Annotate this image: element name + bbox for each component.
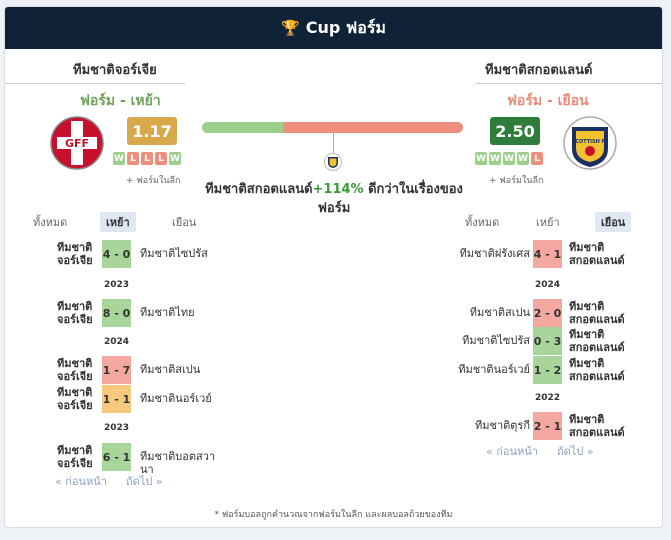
away-match-score: 1 - 2 bbox=[533, 356, 562, 384]
home-match-row[interactable]: ทีมชาติจอร์เจีย 6 - 1 ทีมชาติบอตสวานา bbox=[5, 443, 245, 476]
home-year-separator: 2023 bbox=[103, 423, 130, 433]
card-header: 🏆 Cup ฟอร์ม bbox=[5, 7, 662, 49]
home-year-separator: 2023 bbox=[103, 280, 130, 290]
away-match-row[interactable]: ทีมชาตินอร์เวย์ 1 - 2 ทีมชาติสกอตแลนด์ bbox=[425, 356, 662, 384]
home-match-row[interactable]: ทีมชาติจอร์เจีย 4 - 0 ทีมชาติไซปรัส bbox=[5, 240, 245, 268]
away-form-chip: W bbox=[475, 152, 487, 165]
away-match-score: 2 - 0 bbox=[533, 299, 562, 327]
scotland-logo: SCOTTISH FA bbox=[563, 116, 617, 170]
home-match-team: ทีมชาติจอร์เจีย bbox=[57, 386, 93, 412]
summary-percentage: +114% bbox=[312, 182, 364, 197]
away-match-score: 0 - 3 bbox=[533, 327, 562, 355]
home-match-opponent: ทีมชาติไซปรัส bbox=[140, 247, 208, 260]
away-match-row[interactable]: ทีมชาติไซปรัส 0 - 3 ทีมชาติสกอตแลนด์ bbox=[425, 327, 662, 355]
home-year-separator: 2024 bbox=[103, 337, 130, 347]
away-match-row[interactable]: ทีมชาติฝรั่งเศส 4 - 1 ทีมชาติสกอตแลนด์ bbox=[425, 240, 662, 268]
home-form-chip: L bbox=[141, 152, 153, 165]
home-form-title: ฟอร์ม - เหย้า bbox=[80, 93, 161, 109]
away-match-team: ทีมชาติสกอตแลนด์ bbox=[569, 357, 625, 383]
form-card: 🏆 Cup ฟอร์ม ทีมชาติจอร์เจีย ทีมชาติสกอตแ… bbox=[4, 6, 663, 528]
away-match-opponent: ทีมชาติไซปรัส bbox=[462, 334, 530, 347]
away-prev-page[interactable]: « ก่อนหน้า bbox=[486, 445, 538, 458]
form-comparison-bar bbox=[202, 122, 463, 133]
away-match-opponent: ทีมชาติสเปน bbox=[469, 306, 530, 319]
home-next-page[interactable]: ถัดไป » bbox=[126, 475, 163, 488]
away-match-opponent: ทีมชาติฝรั่งเศส bbox=[459, 247, 530, 260]
away-form-chip: W bbox=[503, 152, 515, 165]
home-form-chip: L bbox=[155, 152, 167, 165]
home-team-name: ทีมชาติจอร์เจีย bbox=[73, 63, 157, 78]
home-match-opponent: ทีมชาติสเปน bbox=[140, 363, 201, 376]
away-match-opponent: ทีมชาตินอร์เวย์ bbox=[458, 363, 530, 376]
card-title: Cup ฟอร์ม bbox=[305, 17, 386, 37]
home-match-score: 8 - 0 bbox=[102, 299, 131, 327]
home-match-opponent: ทีมชาตินอร์เวย์ bbox=[140, 392, 212, 405]
away-title-underline bbox=[475, 83, 662, 84]
scotland-small-logo bbox=[324, 153, 342, 171]
away-filter-away[interactable]: เยือน bbox=[595, 212, 632, 232]
away-match-team: ทีมชาติสกอตแลนด์ bbox=[569, 413, 625, 439]
home-match-team: ทีมชาติจอร์เจีย bbox=[57, 357, 93, 383]
home-match-opponent: ทีมชาติไทย bbox=[140, 306, 195, 319]
home-league-form-note[interactable]: + ฟอร์มในลีก bbox=[126, 176, 181, 186]
home-form-chip: W bbox=[169, 152, 181, 165]
away-team-name: ทีมชาติสกอตแลนด์ bbox=[485, 63, 593, 78]
away-match-score: 4 - 1 bbox=[533, 240, 562, 268]
home-match-row[interactable]: ทีมชาติจอร์เจีย 1 - 7 ทีมชาติสเปน bbox=[5, 356, 245, 384]
home-match-score: 4 - 0 bbox=[102, 240, 131, 268]
georgia-logo: GFF bbox=[50, 116, 104, 170]
away-form-chip: W bbox=[517, 152, 529, 165]
home-match-score: 1 - 1 bbox=[102, 385, 131, 413]
away-match-team: ทีมชาติสกอตแลนด์ bbox=[569, 328, 625, 354]
away-filter-home[interactable]: เหย้า bbox=[536, 216, 560, 229]
away-league-form-note[interactable]: + ฟอร์มในลีก bbox=[489, 176, 544, 186]
trophy-icon: 🏆 bbox=[281, 19, 300, 37]
home-form-chip: L bbox=[127, 152, 139, 165]
away-form-title: ฟอร์ม - เยือน bbox=[507, 93, 589, 109]
home-match-row[interactable]: ทีมชาติจอร์เจีย 1 - 1 ทีมชาตินอร์เวย์ bbox=[5, 385, 245, 413]
home-match-team: ทีมชาติจอร์เจีย bbox=[57, 241, 93, 267]
summary-text: ดีกว่าในเรื่องของฟอร์ม bbox=[317, 182, 463, 216]
away-match-score: 2 - 1 bbox=[533, 412, 562, 440]
away-filter-all[interactable]: ทั้งหมด bbox=[465, 216, 500, 229]
comparison-marker bbox=[333, 133, 334, 155]
home-filter-all[interactable]: ทั้งหมด bbox=[33, 216, 68, 229]
away-rating: 2.50 bbox=[490, 117, 540, 145]
away-match-team: ทีมชาติสกอตแลนด์ bbox=[569, 300, 625, 326]
home-prev-page[interactable]: « ก่อนหน้า bbox=[55, 475, 107, 488]
away-match-opponent: ทีมชาติตุรกี bbox=[475, 419, 530, 432]
away-match-row[interactable]: ทีมชาติสเปน 2 - 0 ทีมชาติสกอตแลนด์ bbox=[425, 299, 662, 327]
home-match-score: 1 - 7 bbox=[102, 356, 131, 384]
home-match-row[interactable]: ทีมชาติจอร์เจีย 8 - 0 ทีมชาติไทย bbox=[5, 299, 245, 327]
away-form-chip: W bbox=[489, 152, 501, 165]
home-form-share bbox=[202, 122, 283, 133]
away-form-chip: L bbox=[531, 152, 543, 165]
home-match-score: 6 - 1 bbox=[102, 443, 131, 471]
scotland-logo-text: SCOTTISH FA bbox=[572, 139, 609, 145]
away-year-separator: 2024 bbox=[534, 280, 561, 290]
home-form-chip: W bbox=[113, 152, 125, 165]
form-summary: ทีมชาติสกอตแลนด์+114% ดีกว่าในเรื่องของฟ… bbox=[195, 180, 473, 218]
home-match-team: ทีมชาติจอร์เจีย bbox=[57, 444, 93, 470]
home-filter-home[interactable]: เหย้า bbox=[100, 212, 136, 232]
away-match-row[interactable]: ทีมชาติตุรกี 2 - 1 ทีมชาติสกอตแลนด์ bbox=[425, 412, 662, 440]
home-rating: 1.17 bbox=[127, 117, 177, 145]
away-next-page[interactable]: ถัดไป » bbox=[557, 445, 594, 458]
away-year-separator: 2022 bbox=[534, 393, 561, 403]
away-form-share bbox=[282, 122, 463, 133]
summary-team: ทีมชาติสกอตแลนด์ bbox=[205, 182, 313, 197]
home-filter-away[interactable]: เยือน bbox=[172, 216, 197, 229]
home-match-opponent: ทีมชาติบอตสวานา bbox=[140, 450, 216, 476]
home-match-team: ทีมชาติจอร์เจีย bbox=[57, 300, 93, 326]
georgia-logo-text: GFF bbox=[65, 137, 89, 150]
form-footnote: * ฟอร์มบอลถูกคำนวณจากฟอร์มในลีก และผลบอล… bbox=[214, 510, 453, 520]
home-title-underline bbox=[5, 83, 185, 84]
away-match-team: ทีมชาติสกอตแลนด์ bbox=[569, 241, 625, 267]
